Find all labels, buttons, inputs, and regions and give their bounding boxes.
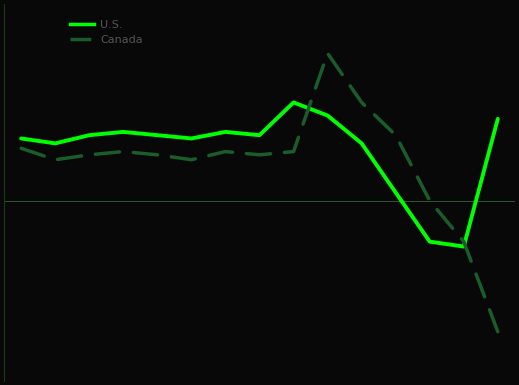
Legend: U.S., Canada: U.S., Canada xyxy=(65,15,147,49)
